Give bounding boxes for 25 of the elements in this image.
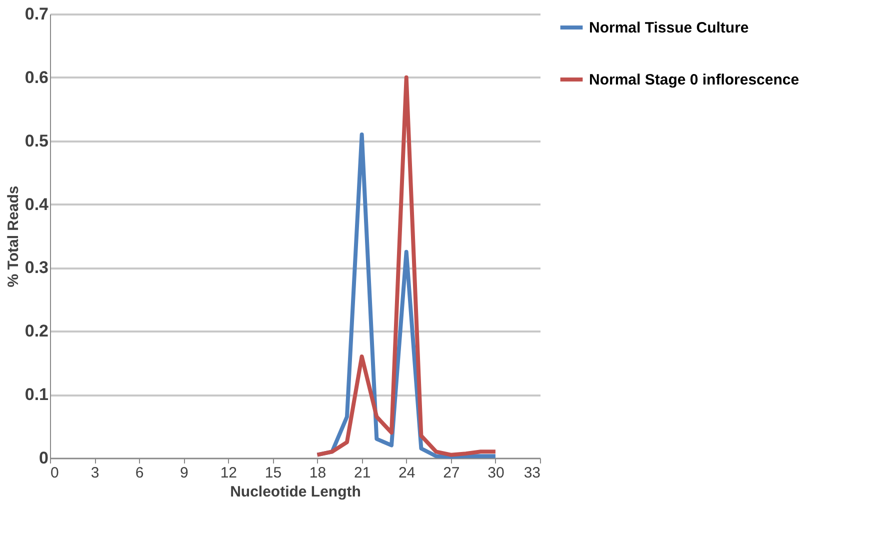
- y-tick-label: 0.7: [24, 4, 48, 24]
- legend-label: Normal Tissue Culture: [589, 20, 749, 36]
- x-tick-label: 3: [90, 464, 100, 482]
- y-tick-label: 0.2: [24, 322, 48, 341]
- y-tick-label: 0.3: [24, 258, 48, 278]
- x-tick-label: 9: [180, 464, 188, 482]
- x-tick-label: 21: [354, 464, 371, 482]
- y-tick-label: 0.5: [24, 131, 48, 150]
- x-tick-label: 6: [135, 464, 144, 482]
- y-axis-title: % Total Reads: [4, 186, 22, 288]
- x-tick-label: 18: [309, 464, 326, 482]
- legend-label: Normal Stage 0 inflorescence: [589, 72, 800, 88]
- y-tick-label: 0.6: [24, 68, 48, 87]
- x-tick-label: 15: [264, 464, 282, 482]
- y-tick-label: 0.4: [24, 194, 50, 214]
- x-tick-label: 12: [220, 464, 238, 482]
- x-tick-label: 0: [50, 464, 59, 482]
- y-tick-label: 0.1: [24, 385, 48, 404]
- x-tick-label: 24: [398, 464, 416, 482]
- x-axis-title: Nucleotide Length: [230, 484, 361, 500]
- y-tick-label: 0: [39, 448, 48, 468]
- line-series: [315, 75, 498, 457]
- x-tick-label: 30: [488, 464, 504, 482]
- x-tick-label: 27: [443, 464, 460, 482]
- x-tick-label: 33: [524, 464, 540, 482]
